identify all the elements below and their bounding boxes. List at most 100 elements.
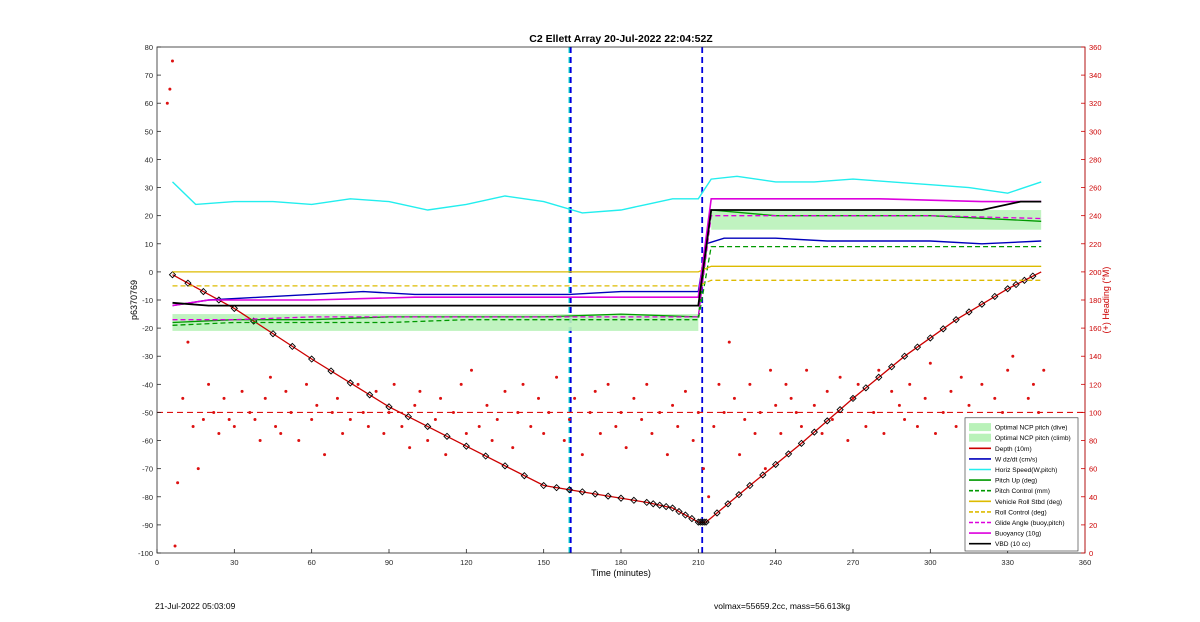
heading-point-56 — [490, 439, 494, 443]
depth-marker-11-0 — [746, 481, 754, 490]
heading-point-41 — [392, 382, 396, 386]
series-line-6 — [172, 245, 1042, 326]
heading-point-132 — [954, 425, 958, 428]
heading-point-50 — [451, 410, 455, 414]
heading-point-143 — [1026, 396, 1030, 400]
heading-point-115 — [846, 439, 850, 443]
heading-point-66 — [555, 375, 559, 379]
heading-point-15 — [232, 425, 236, 428]
depth-marker-0-0 — [168, 271, 177, 279]
legend: Optimal NCP pitch (dive) Optimal NCP pitc… — [964, 417, 1079, 552]
heading-point-14 — [227, 417, 231, 421]
depth-marker-3-0 — [385, 403, 393, 411]
x-tick-label-3: 90 — [385, 558, 393, 567]
y-tick-label-17: 70 — [145, 71, 153, 80]
heading-point-65 — [547, 410, 551, 414]
depth-marker-10-1 — [713, 509, 721, 517]
depth-marker-12-0 — [797, 439, 806, 448]
y-tick-label-15: 50 — [145, 127, 153, 136]
legend-label-11: VBD (10 cc) — [995, 541, 1031, 548]
y2-tick-label-8: 160 — [1089, 324, 1102, 333]
y2-tick-label-17: 340 — [1089, 71, 1102, 80]
y-tick-label-3: -70 — [142, 465, 153, 474]
footer-volmax-mass: volmax=55659.2cc, mass=56.613kg — [714, 601, 851, 611]
heading-point-95 — [732, 396, 736, 400]
heading-point-106 — [789, 396, 793, 400]
depth-marker-12-1 — [810, 428, 818, 436]
heading-point-22 — [274, 425, 278, 428]
y2-tick-label-2: 40 — [1089, 493, 1097, 502]
heading-point-128 — [928, 361, 932, 365]
heading-point-28 — [310, 417, 314, 421]
depth-marker-14-3 — [939, 325, 947, 333]
heading-point-44 — [413, 403, 417, 407]
y2-tick-label-6: 120 — [1089, 380, 1102, 389]
depth-marker-1-3 — [288, 342, 296, 351]
depth-marker-3-3 — [443, 432, 451, 440]
depth-marker-11-1 — [759, 471, 767, 479]
x-tick-label-9: 270 — [847, 558, 860, 567]
y-tick-label-2: -80 — [142, 493, 153, 502]
heading-point-139 — [1001, 410, 1005, 414]
heading-point-93 — [722, 410, 726, 414]
heading-point-103 — [774, 403, 778, 407]
heading-point-86 — [683, 389, 687, 393]
y-tick-label-4: -60 — [142, 437, 153, 446]
heading-point-134 — [967, 403, 971, 407]
heading-point-9 — [201, 417, 205, 421]
depth-marker-14-0 — [900, 352, 909, 360]
axes: 0 30 60 90 120 150 180 210 240 270 300 330 360-100-9… — [138, 43, 1102, 567]
heading-point-107 — [794, 410, 798, 414]
depth-marker-16-2 — [1020, 276, 1029, 284]
depth-marker-0-2 — [199, 287, 208, 296]
depth-marker-10-3 — [735, 491, 743, 499]
heading-point-69 — [573, 396, 577, 400]
heading-point-13 — [222, 396, 226, 400]
heading-point-23 — [279, 432, 283, 436]
depth-marker-14-1 — [913, 343, 922, 351]
heading-point-60 — [516, 410, 520, 414]
x-tick-label-8: 240 — [769, 558, 782, 567]
heading-point-101 — [763, 467, 767, 471]
depth-marker-4-2 — [501, 462, 509, 470]
series-band-1 — [711, 210, 1042, 230]
depth-marker-8-3 — [688, 514, 696, 523]
heading-point-55 — [485, 403, 489, 407]
heading-point-98 — [748, 382, 752, 386]
depth-marker-1-0 — [230, 304, 238, 313]
heading-point-18 — [253, 417, 257, 421]
depth-marker-15-2 — [978, 300, 986, 308]
y2-tick-label-13: 260 — [1089, 184, 1102, 193]
heading-point-68 — [567, 417, 571, 421]
heading-point-104 — [779, 432, 783, 436]
heading-scatter — [165, 59, 1046, 548]
heading-point-92 — [717, 382, 721, 386]
chart-title: C2 Ellett Array 20-Jul-2022 22:04:52Z — [529, 33, 713, 45]
depth-marker-15-1 — [965, 308, 973, 316]
heading-point-113 — [830, 417, 834, 421]
heading-point-114 — [838, 375, 842, 379]
heading-point-85 — [676, 425, 680, 428]
heading-point-94 — [727, 340, 731, 344]
heading-point-123 — [897, 403, 901, 407]
heading-point-76 — [619, 410, 623, 414]
heading-point-46 — [426, 439, 430, 443]
depth-marker-2-2 — [346, 379, 354, 387]
depth-marker-4-0 — [462, 442, 470, 450]
heading-point-108 — [799, 425, 803, 428]
heading-point-62 — [529, 425, 533, 428]
heading-point-16 — [240, 389, 244, 393]
heading-point-120 — [877, 368, 881, 372]
heading-point-6 — [186, 340, 190, 344]
heading-point-49 — [444, 453, 448, 457]
heading-point-61 — [521, 382, 525, 386]
legend-label-9: Glide Angle (buoy,pitch) — [995, 520, 1065, 527]
series-line-8 — [172, 279, 1042, 287]
heading-point-67 — [562, 439, 566, 443]
heading-point-54 — [477, 425, 481, 428]
heading-point-141 — [1011, 354, 1015, 358]
depth-marker-12-2 — [823, 417, 831, 425]
heading-point-52 — [464, 432, 468, 436]
y-tick-label-1: -90 — [142, 521, 153, 530]
depth-marker-13-1 — [862, 384, 870, 392]
